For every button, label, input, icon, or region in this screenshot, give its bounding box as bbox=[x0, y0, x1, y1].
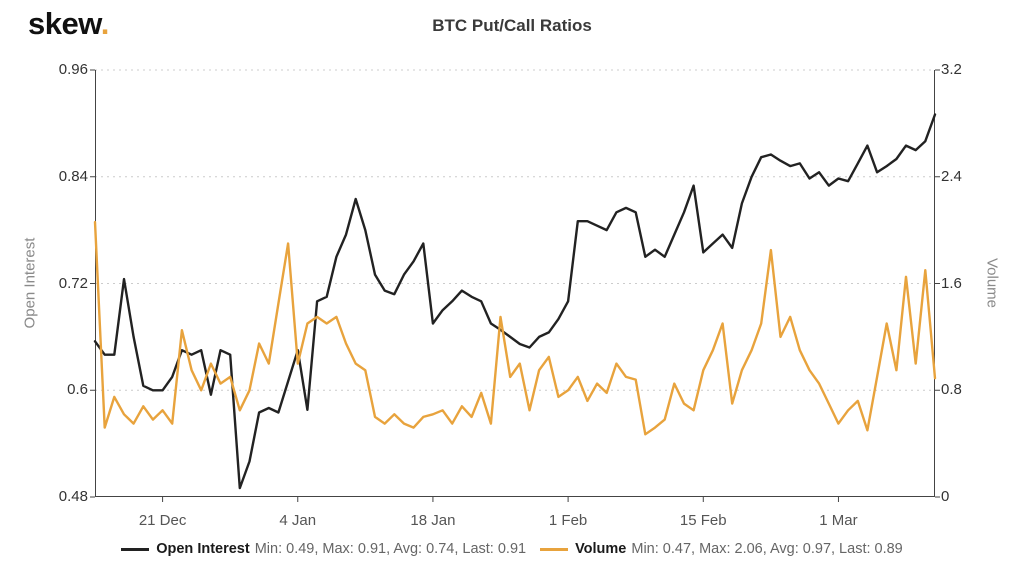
y-axis-left-title: Open Interest bbox=[21, 237, 39, 329]
y-tick-label-left: 0.48 bbox=[58, 488, 88, 505]
y-tick-label-left: 0.96 bbox=[58, 61, 88, 78]
y-tick-label-left: 0.72 bbox=[58, 274, 88, 292]
volume-legend-label: Volume bbox=[575, 541, 627, 557]
skew-logo[interactable]: skew. bbox=[28, 6, 109, 42]
y-tick-label-right: 1.6 bbox=[941, 274, 962, 292]
chart-title: BTC Put/Call Ratios bbox=[432, 16, 592, 35]
x-axis-labels: 21 Dec 4 Jan 18 Jan 1 Feb 15 Feb 1 Mar bbox=[0, 512, 1024, 532]
y-tick-label-right: 2.4 bbox=[941, 167, 962, 185]
x-tick-label: 18 Jan bbox=[410, 512, 456, 529]
volume-legend-stats: Min: 0.47, Max: 2.06, Avg: 0.97, Last: 0… bbox=[631, 541, 903, 557]
x-tick-label: 15 Feb bbox=[679, 512, 727, 529]
chart-plot-area[interactable] bbox=[90, 69, 940, 502]
y-tick-label-right: 0 bbox=[941, 488, 950, 505]
x-tick-label: 21 Dec bbox=[138, 512, 187, 529]
open-interest-legend-label: Open Interest bbox=[156, 541, 250, 557]
skew-logo-dot: . bbox=[100, 6, 110, 41]
volume-line-marker bbox=[540, 547, 569, 551]
x-tick-label: 1 Feb bbox=[548, 512, 588, 529]
open-interest-legend-stats: Min: 0.49, Max: 0.91, Avg: 0.74, Last: 0… bbox=[254, 541, 527, 557]
x-tick-label: 1 Mar bbox=[819, 512, 858, 529]
y-tick-label-left: 0.84 bbox=[58, 167, 88, 185]
legend: Open Interest Min: 0.49, Max: 0.91, Avg:… bbox=[0, 541, 1024, 557]
y-tick-label-right: 3.2 bbox=[941, 61, 962, 78]
x-tick-label: 4 Jan bbox=[279, 512, 317, 529]
open-interest-line-marker bbox=[121, 547, 150, 551]
legend-item-open-interest[interactable]: Open Interest Min: 0.49, Max: 0.91, Avg:… bbox=[121, 541, 526, 557]
y-tick-label-right: 0.8 bbox=[941, 381, 962, 399]
y-tick-label-left: 0.6 bbox=[67, 381, 88, 399]
skew-logo-text: skew bbox=[28, 6, 101, 41]
legend-item-volume[interactable]: Volume Min: 0.47, Max: 2.06, Avg: 0.97, … bbox=[540, 541, 903, 557]
